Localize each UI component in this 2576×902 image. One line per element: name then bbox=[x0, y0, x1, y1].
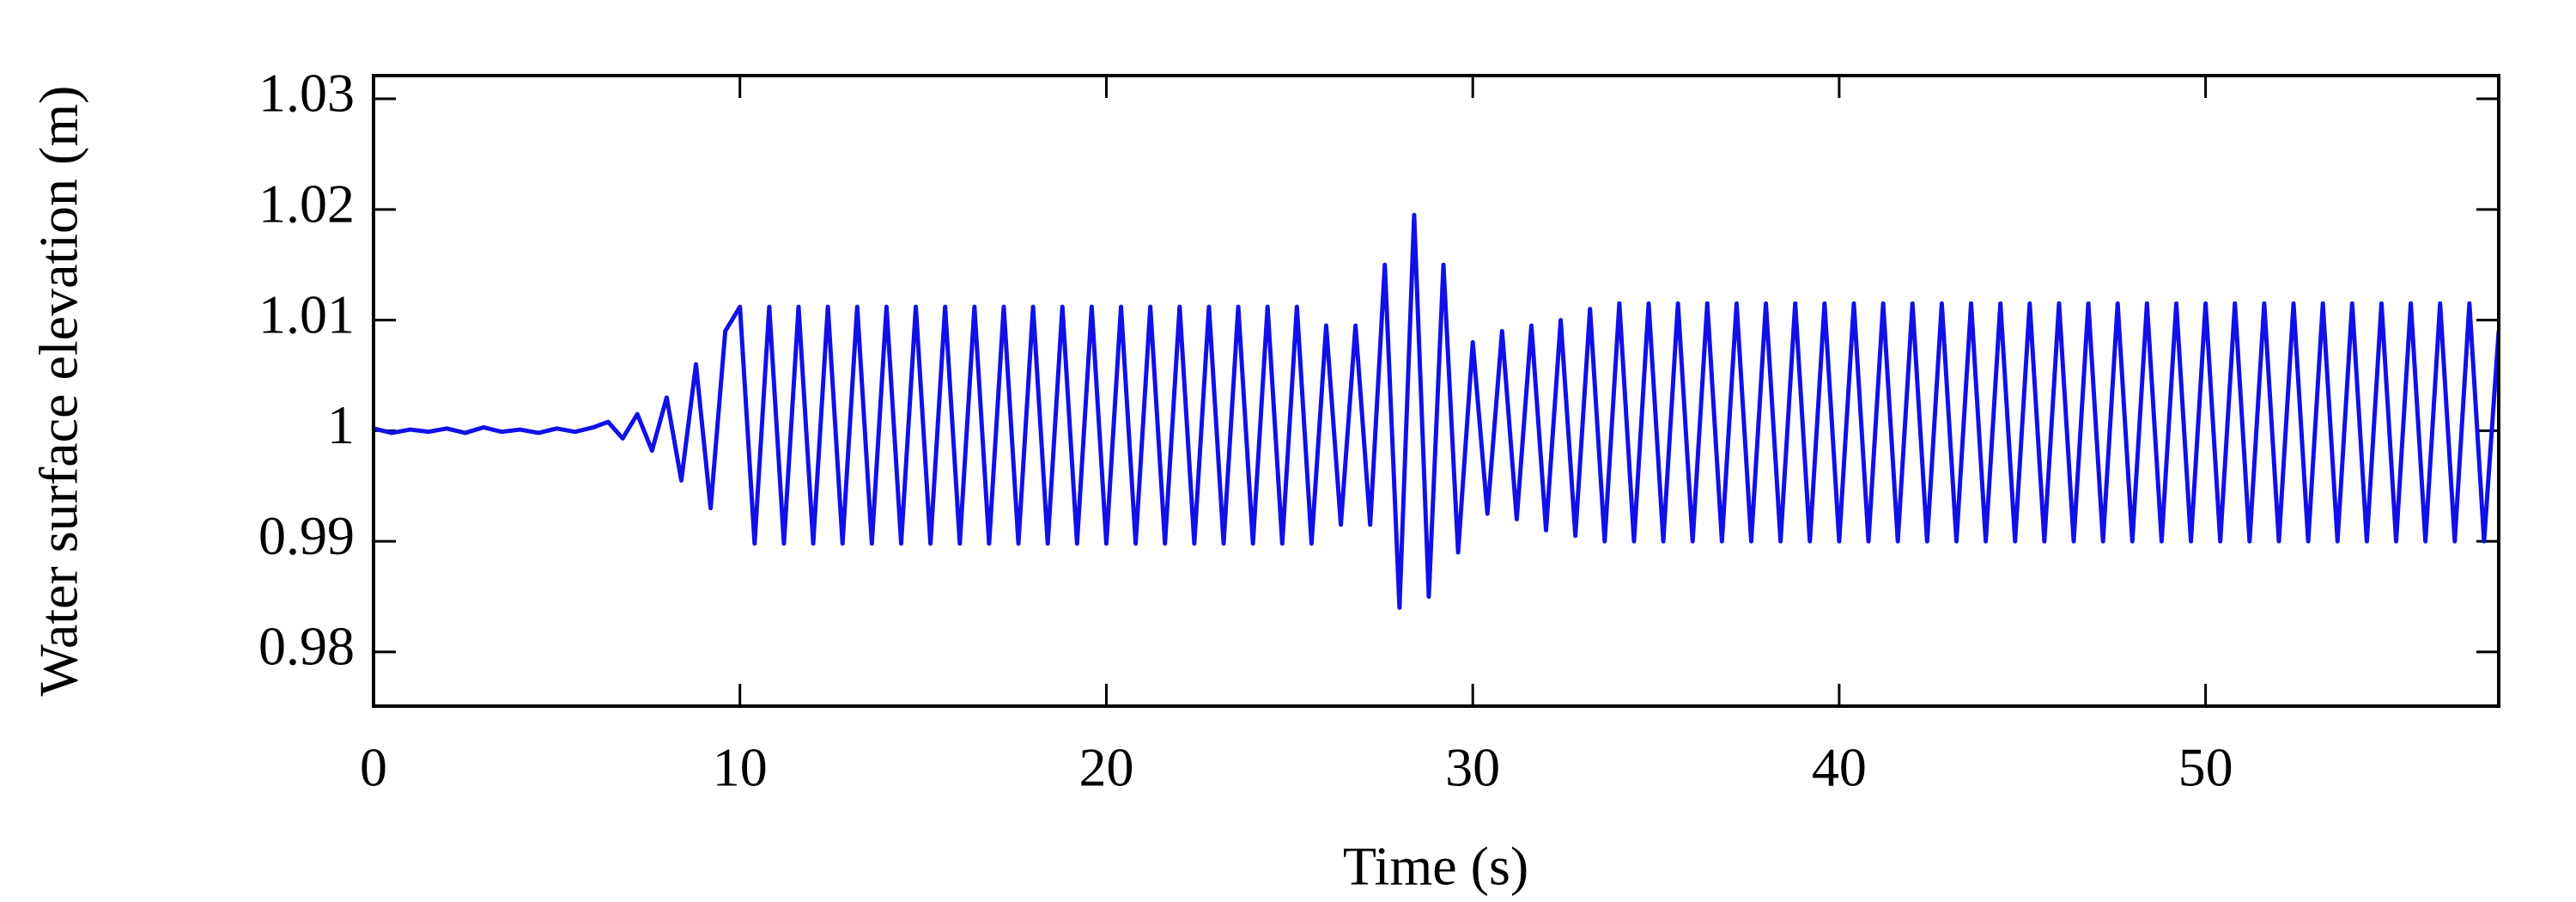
x-tick-label: 30 bbox=[1445, 737, 1500, 798]
y-tick-label: 0.99 bbox=[258, 505, 355, 566]
y-tick-label: 1.01 bbox=[258, 283, 355, 344]
x-axis-label: Time (s) bbox=[1343, 836, 1528, 897]
x-tick-label: 0 bbox=[360, 737, 387, 798]
x-tick-label: 40 bbox=[1812, 737, 1867, 798]
y-tick-label: 1.02 bbox=[258, 174, 355, 235]
x-tick-label: 50 bbox=[2178, 737, 2233, 798]
y-tick-label: 1.03 bbox=[258, 63, 355, 124]
plot-frame bbox=[372, 74, 2500, 708]
y-tick-label: 1 bbox=[327, 394, 355, 455]
data-line bbox=[374, 212, 2499, 610]
y-axis-label: Water surface elevation (m) bbox=[28, 86, 89, 697]
x-tick-label: 20 bbox=[1078, 737, 1133, 798]
x-tick-label: 10 bbox=[713, 737, 768, 798]
plot-clip-group bbox=[374, 212, 2499, 610]
y-tick-label: 0.98 bbox=[258, 616, 355, 677]
